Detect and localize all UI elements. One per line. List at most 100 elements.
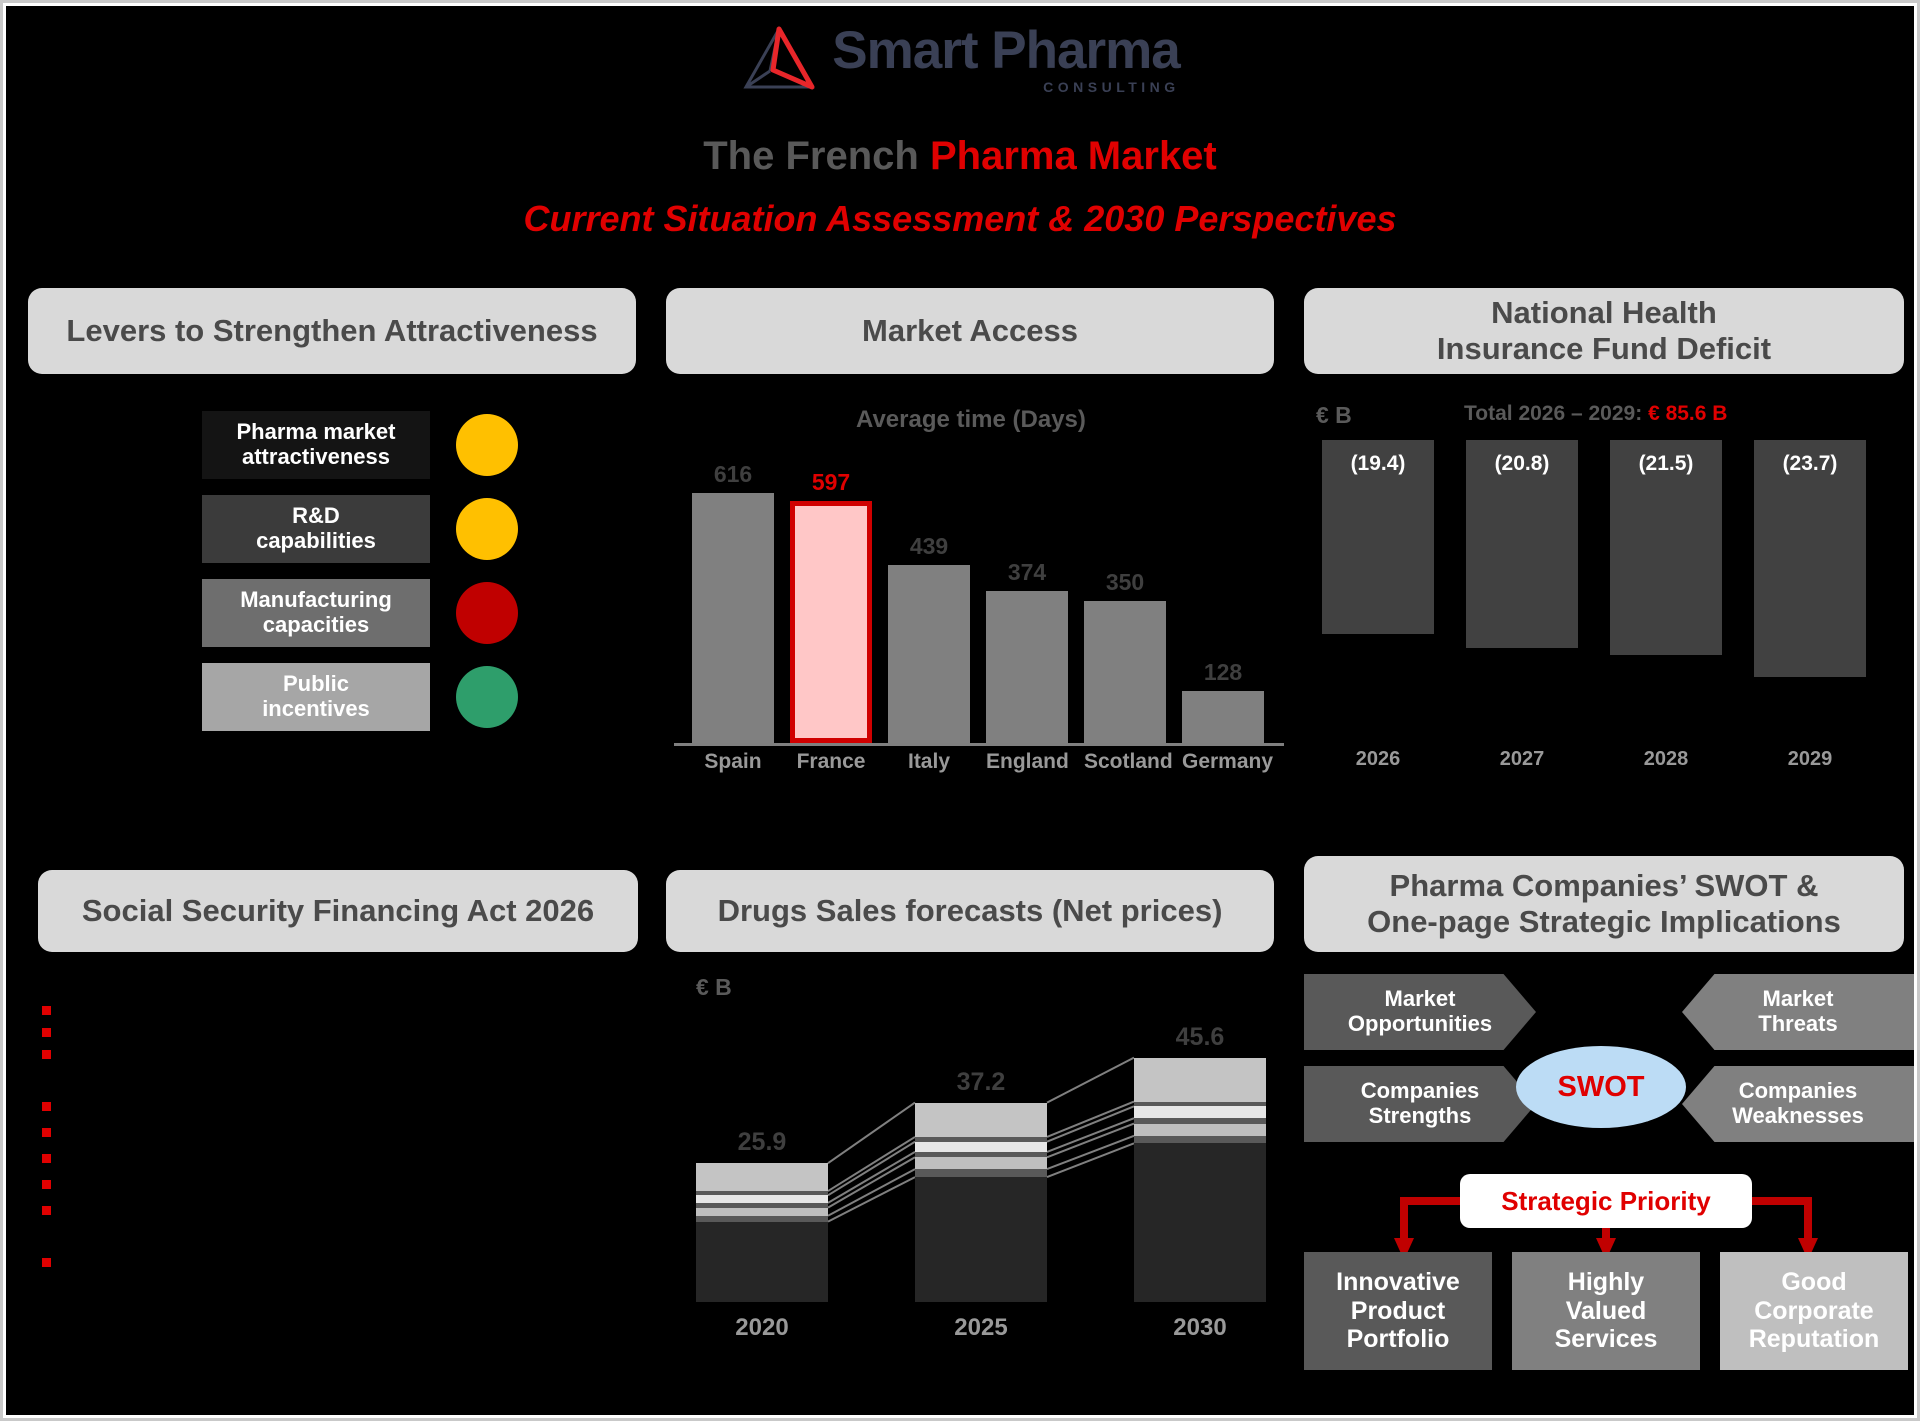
x-tick-Scotland: Scotland [1084, 750, 1173, 773]
forecast-segment-segment-7-2020 [696, 1163, 828, 1192]
market-access-chart: Average time (Days) 616 597 439 374 350 128 S… [666, 398, 1286, 798]
bullet-marker-3 [42, 1102, 51, 1111]
forecast-segment-segment-3-2020 [696, 1207, 828, 1216]
bullet-marker-4 [42, 1128, 51, 1137]
x-tick-Germany: Germany [1182, 750, 1274, 773]
forecast-column-2025 [915, 1102, 1047, 1302]
bullet-marker-1 [42, 1028, 51, 1037]
panel-header-swot[interactable]: Pharma Companies’ SWOT & One-page Strate… [1304, 856, 1904, 952]
market-access-bars: 616 597 439 374 350 128 [674, 446, 1284, 746]
lever-row: Manufacturing capacities [202, 579, 532, 647]
x-tick-England: England [986, 750, 1069, 773]
priority-item-0[interactable]: Innovative Product Portfolio [1304, 1252, 1492, 1370]
deficit-x-tick-2028: 2028 [1643, 748, 1689, 770]
deficit-total-annotation: Total 2026 – 2029: € 85.6 B [1464, 402, 1727, 426]
deficit-group-2029: (23.7) [1754, 440, 1866, 730]
page-title-red: Pharma Market [929, 134, 1217, 178]
forecast-segment-segment-7-2030 [1134, 1057, 1266, 1102]
forecast-total-2020: 25.9 [737, 1128, 787, 1157]
status-dot-2 [456, 582, 518, 644]
bar-value-France: 597 [811, 468, 851, 495]
levers-list: Pharma market attractiveness R&D capabili… [202, 411, 532, 747]
forecast-segment-segment-1-2030 [1134, 1143, 1266, 1302]
priority-item-1[interactable]: Highly Valued Services [1512, 1252, 1700, 1370]
forecast-segment-segment-2-2030 [1134, 1135, 1266, 1144]
page-title: The French Pharma Market [6, 134, 1914, 179]
forecast-segment-segment-4-2025 [915, 1151, 1047, 1158]
bar-group-Spain: 616 [692, 461, 774, 743]
lever-label-2[interactable]: Manufacturing capacities [202, 579, 430, 647]
page-title-gray: The French [703, 134, 930, 178]
forecast-total-2025: 37.2 [956, 1067, 1006, 1096]
forecast-segment-segment-5-2030 [1134, 1106, 1266, 1119]
deficit-x-axis: 2026 2027 2028 2029 [1322, 748, 1892, 771]
bullet-marker-2 [42, 1050, 51, 1059]
priority-arrows [1394, 1197, 1818, 1260]
forecast-segment-segment-6-2025 [915, 1136, 1047, 1142]
panel-header-deficit[interactable]: National Health Insurance Fund Deficit [1304, 288, 1904, 374]
swot-center-label: SWOT [1516, 1046, 1686, 1128]
forecast-segment-segment-6-2030 [1134, 1101, 1266, 1107]
deficit-bar-2027: (20.8) [1466, 440, 1578, 648]
swot-quadrant-1[interactable]: Market Threats [1682, 974, 1914, 1050]
bar-Italy [888, 564, 970, 743]
lever-row: Pharma market attractiveness [202, 411, 532, 479]
deficit-total-text: Total 2026 – 2029: [1464, 402, 1649, 425]
forecast-x-tick-2020: 2020 [735, 1314, 789, 1341]
bar-group-Germany: 128 [1182, 659, 1264, 743]
forecast-chart: € B 25.9 37.2 45.6 2020 2025 2030 [666, 974, 1286, 1364]
swot-quadrant-0[interactable]: Market Opportunities [1304, 974, 1536, 1050]
panel-header-levers[interactable]: Levers to Strengthen Attractiveness [28, 288, 636, 374]
x-tick-France: France [796, 750, 866, 773]
brand-logo: Smart Pharma CONSULTING [6, 24, 1914, 95]
forecast-column-2030 [1134, 1057, 1266, 1302]
forecast-total-2030: 45.6 [1175, 1022, 1225, 1051]
strategic-priority-badge[interactable]: Strategic Priority [1460, 1174, 1752, 1228]
deficit-chart: € B Total 2026 – 2029: € 85.6 B (19.4) (2… [1304, 396, 1904, 806]
deficit-unit-label: € B [1316, 402, 1352, 428]
bullet-marker-8 [42, 1258, 51, 1267]
forecast-segment-segment-5-2025 [915, 1141, 1047, 1152]
forecast-column-2020 [696, 1163, 828, 1302]
bar-group-France: 597 [790, 469, 872, 743]
bar-value-Italy: 439 [909, 532, 949, 559]
swot-quadrant-3[interactable]: Companies Weaknesses [1682, 1066, 1914, 1142]
forecast-segment-segment-3-2025 [915, 1157, 1047, 1170]
forecast-segment-segment-6-2020 [696, 1191, 828, 1196]
lever-row: R&D capabilities [202, 495, 532, 563]
page-subtitle: Current Situation Assessment & 2030 Pers… [523, 198, 1397, 239]
x-tick-Italy: Italy [907, 750, 951, 773]
bar-Germany [1182, 691, 1264, 743]
bullet-marker-0 [42, 1006, 51, 1015]
forecast-segment-segment-4-2020 [696, 1202, 828, 1208]
forecast-segment-segment-2-2025 [915, 1169, 1047, 1178]
bullet-marker-7 [42, 1206, 51, 1215]
bar-value-Germany: 128 [1203, 659, 1243, 686]
forecast-segment-segment-5-2020 [696, 1195, 828, 1203]
status-dot-0 [456, 414, 518, 476]
bar-group-Scotland: 350 [1084, 569, 1166, 743]
bullet-marker-6 [42, 1180, 51, 1189]
panel-header-market-access[interactable]: Market Access [666, 288, 1274, 374]
lever-label-1[interactable]: R&D capabilities [202, 495, 430, 563]
panel-header-forecast[interactable]: Drugs Sales forecasts (Net prices) [666, 870, 1274, 952]
swot-diagram: Market Opportunities Market Threats Compan… [1304, 974, 1914, 1394]
status-dot-1 [456, 498, 518, 560]
lever-label-3[interactable]: Public incentives [202, 663, 430, 731]
lever-row: Public incentives [202, 663, 532, 731]
bar-Scotland [1084, 600, 1166, 743]
lever-label-0[interactable]: Pharma market attractiveness [202, 411, 430, 479]
panel-header-ssfa[interactable]: Social Security Financing Act 2026 [38, 870, 638, 952]
bar-value-Scotland: 350 [1105, 568, 1145, 595]
brand-name: Smart Pharma [832, 21, 1180, 80]
bar-France [790, 500, 872, 743]
tetrahedron-logo-icon [743, 25, 815, 89]
bar-Spain [692, 492, 774, 743]
forecast-x-tick-2025: 2025 [954, 1314, 1008, 1341]
deficit-x-tick-2029: 2029 [1787, 748, 1833, 770]
deficit-group-2026: (19.4) [1322, 440, 1434, 730]
deficit-bar-2028: (21.5) [1610, 440, 1722, 655]
ssfa-bullet-list [42, 1006, 51, 1267]
swot-quadrant-2[interactable]: Companies Strengths [1304, 1066, 1536, 1142]
priority-item-2[interactable]: Good Corporate Reputation [1720, 1252, 1908, 1370]
